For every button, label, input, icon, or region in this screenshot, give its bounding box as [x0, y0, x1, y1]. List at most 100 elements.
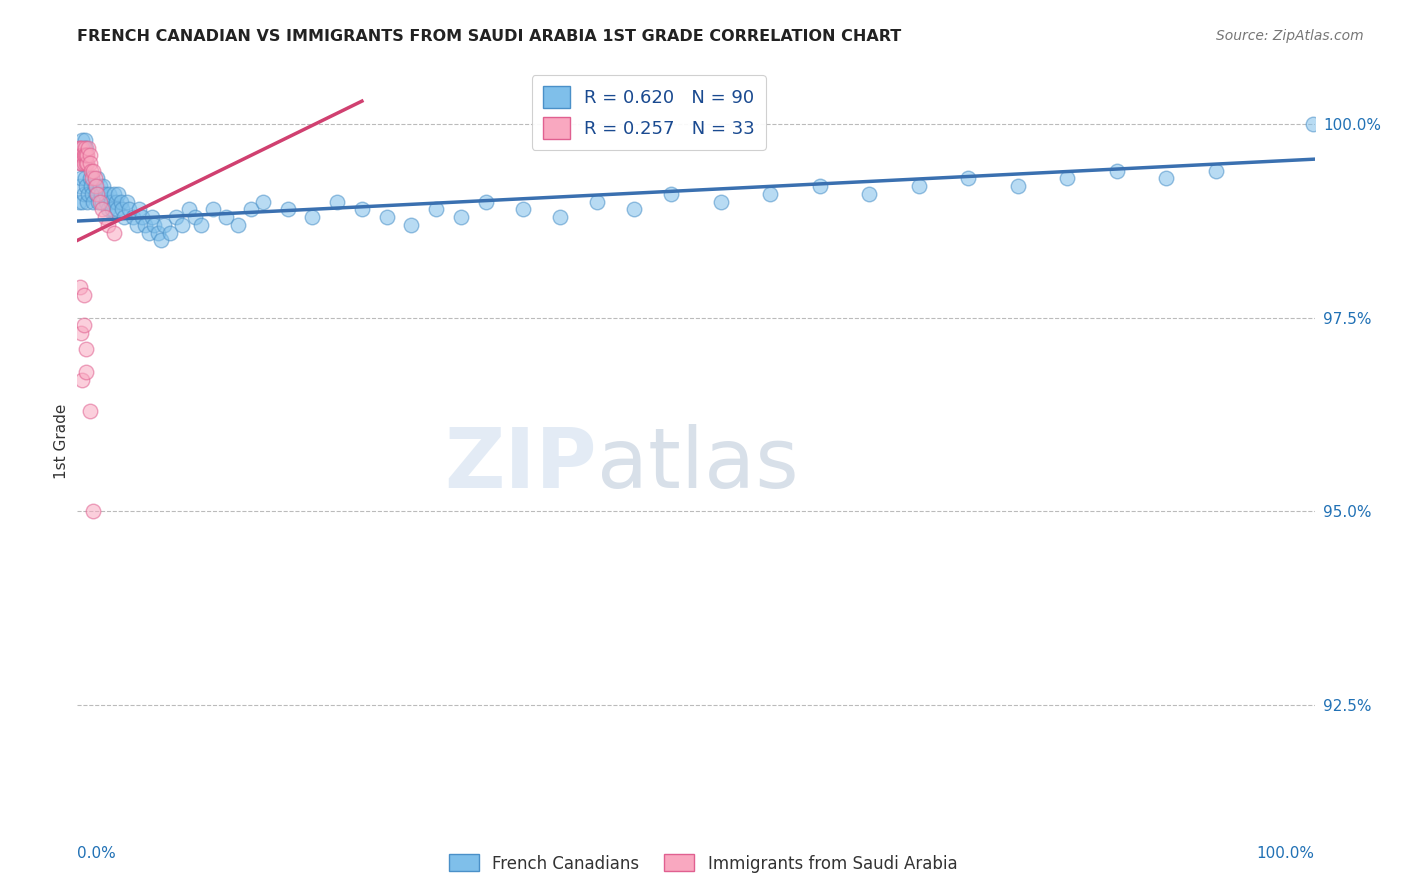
Point — [82, 194, 104, 209]
Point — [111, 202, 134, 217]
Text: ZIP: ZIP — [444, 424, 598, 505]
Point — [75, 140, 97, 154]
Point — [72, 140, 94, 154]
Point — [150, 233, 173, 247]
Point — [72, 140, 94, 154]
Text: atlas: atlas — [598, 424, 799, 505]
Point — [75, 156, 97, 170]
Point — [450, 210, 472, 224]
Point — [83, 171, 105, 186]
Point — [101, 202, 124, 217]
Point — [82, 504, 104, 518]
Point — [91, 202, 114, 217]
Point — [141, 210, 163, 224]
Point — [76, 148, 98, 162]
Point — [1105, 163, 1128, 178]
Point — [1007, 179, 1029, 194]
Point — [512, 202, 534, 217]
Point — [72, 148, 94, 162]
Point — [75, 365, 97, 379]
Point — [86, 171, 108, 186]
Point — [190, 218, 212, 232]
Point — [586, 194, 609, 209]
Point — [72, 287, 94, 301]
Point — [474, 194, 496, 209]
Point — [72, 156, 94, 170]
Point — [710, 194, 733, 209]
Point — [70, 171, 93, 186]
Point — [1205, 163, 1227, 178]
Point — [134, 218, 156, 232]
Point — [67, 194, 90, 209]
Point — [69, 179, 91, 194]
Point — [239, 202, 262, 217]
Point — [252, 194, 274, 209]
Point — [91, 194, 114, 209]
Text: Source: ZipAtlas.com: Source: ZipAtlas.com — [1216, 29, 1364, 43]
Point — [146, 226, 169, 240]
Point — [70, 140, 93, 154]
Point — [401, 218, 423, 232]
Point — [425, 202, 447, 217]
Point — [1056, 171, 1078, 186]
Point — [91, 179, 114, 194]
Text: 0.0%: 0.0% — [77, 846, 117, 861]
Point — [86, 186, 108, 201]
Point — [82, 163, 104, 178]
Point — [67, 140, 90, 154]
Point — [350, 202, 373, 217]
Point — [76, 194, 98, 209]
Point — [75, 342, 97, 356]
Point — [128, 202, 150, 217]
Point — [70, 156, 93, 170]
Point — [87, 194, 110, 209]
Point — [93, 186, 115, 201]
Point — [72, 373, 94, 387]
Point — [79, 148, 101, 162]
Point — [97, 218, 120, 232]
Point — [72, 318, 94, 333]
Point — [69, 156, 91, 170]
Legend: French Canadians, Immigrants from Saudi Arabia: French Canadians, Immigrants from Saudi … — [441, 847, 965, 880]
Point — [957, 171, 980, 186]
Point — [82, 171, 104, 186]
Point — [94, 194, 117, 209]
Point — [623, 202, 645, 217]
Point — [72, 148, 94, 162]
Point — [105, 202, 128, 217]
Point — [75, 179, 97, 194]
Point — [89, 194, 111, 209]
Point — [118, 202, 141, 217]
Point — [277, 202, 299, 217]
Point — [122, 210, 145, 224]
Point — [73, 171, 96, 186]
Point — [165, 210, 187, 224]
Point — [326, 194, 349, 209]
Point — [659, 186, 682, 201]
Point — [100, 194, 122, 209]
Point — [70, 326, 93, 341]
Point — [76, 156, 98, 170]
Point — [1154, 171, 1177, 186]
Point — [70, 148, 93, 162]
Point — [301, 210, 323, 224]
Point — [112, 210, 135, 224]
Point — [172, 218, 194, 232]
Point — [80, 163, 103, 178]
Point — [808, 179, 831, 194]
Point — [79, 403, 101, 417]
Point — [110, 194, 132, 209]
Y-axis label: 1st Grade: 1st Grade — [53, 404, 69, 479]
Point — [103, 226, 125, 240]
Point — [138, 226, 160, 240]
Point — [79, 171, 101, 186]
Point — [115, 194, 138, 209]
Point — [82, 186, 104, 201]
Point — [143, 218, 166, 232]
Point — [84, 179, 107, 194]
Point — [90, 186, 112, 201]
Point — [77, 140, 100, 154]
Point — [84, 186, 107, 201]
Point — [69, 280, 91, 294]
Point — [1302, 117, 1324, 131]
